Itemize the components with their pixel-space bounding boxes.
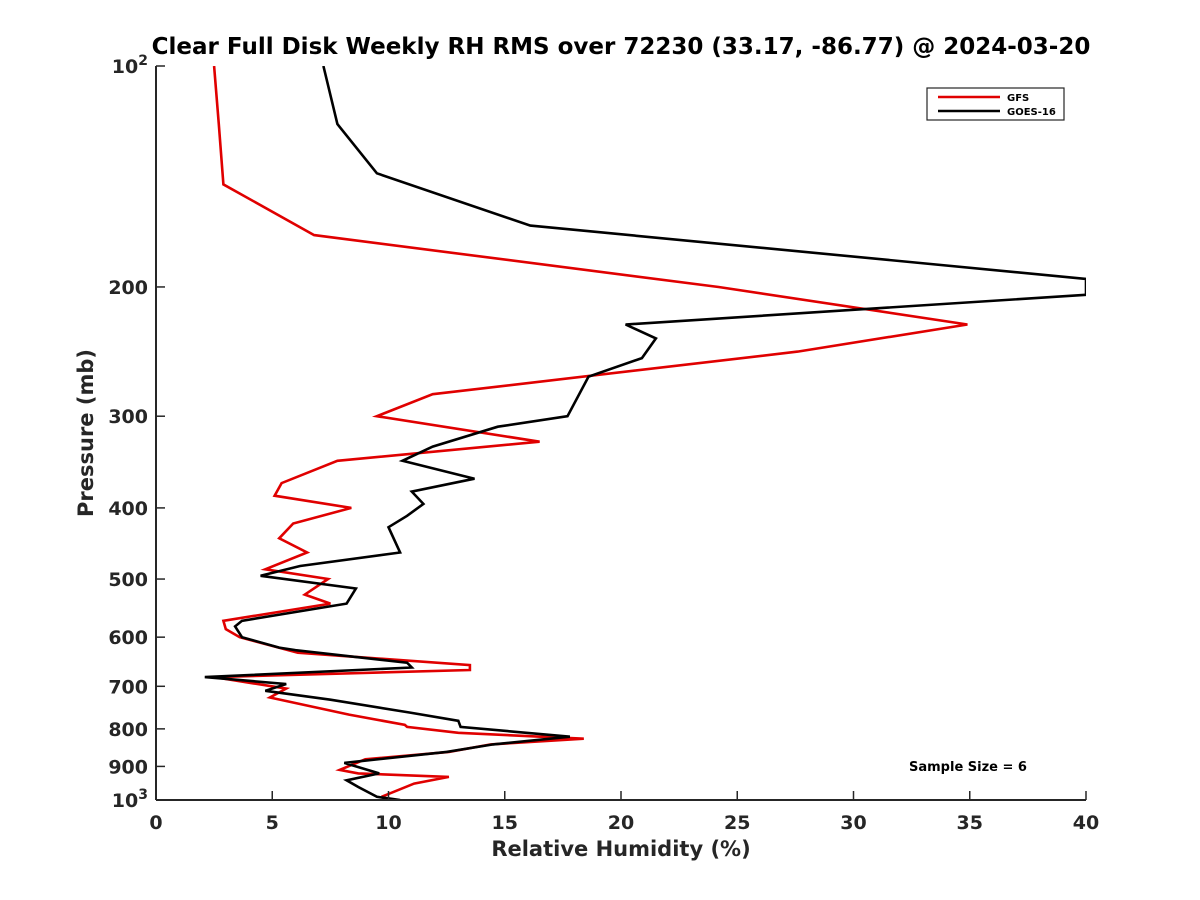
chart-title: Clear Full Disk Weekly RH RMS over 72230…: [152, 34, 1091, 60]
legend-label-goes16: GOES-16: [1007, 107, 1056, 118]
x-axis-label: Relative Humidity (%): [491, 837, 750, 861]
x-tick-label: 35: [957, 812, 983, 834]
y-tick-label: 200: [108, 277, 148, 299]
y-tick-label: 600: [108, 627, 148, 649]
plot-area: 0 5 10 15 20 25 30 35 40 102 200 300 400 500 600 700 80…: [108, 53, 1099, 834]
y-tick-label: 102: [112, 53, 148, 78]
x-tick-label: 5: [266, 812, 279, 834]
x-tick-label: 15: [492, 812, 518, 834]
series-line-goes16: [204, 66, 1086, 800]
y-tick-label: 300: [108, 406, 148, 428]
y-axis-ticks: 102 200 300 400 500 600 700 800 900 103: [108, 53, 165, 812]
y-tick-label: 500: [108, 569, 148, 591]
x-axis-ticks: 0 5 10 15 20 25 30 35 40: [149, 791, 1099, 834]
legend-box: [926, 87, 1065, 121]
x-tick-label: 20: [608, 812, 634, 834]
y-tick-label: 103: [112, 787, 148, 812]
x-tick-label: 10: [375, 812, 401, 834]
x-tick-label: 30: [840, 812, 866, 834]
x-tick-label: 0: [149, 812, 162, 834]
x-tick-label: 25: [724, 812, 750, 834]
legend-label-gfs: GFS: [1007, 93, 1029, 104]
sample-size-annotation: Sample Size = 6: [909, 760, 1027, 775]
y-tick-label: 400: [108, 498, 148, 520]
legend: GFS GOES-16: [926, 87, 1065, 121]
y-tick-label: 900: [108, 756, 148, 778]
y-tick-label: 800: [108, 719, 148, 741]
series-layer: [204, 66, 1086, 800]
y-tick-label: 700: [108, 676, 148, 698]
y-axis-label: Pressure (mb): [74, 349, 98, 517]
x-tick-label: 40: [1073, 812, 1099, 834]
